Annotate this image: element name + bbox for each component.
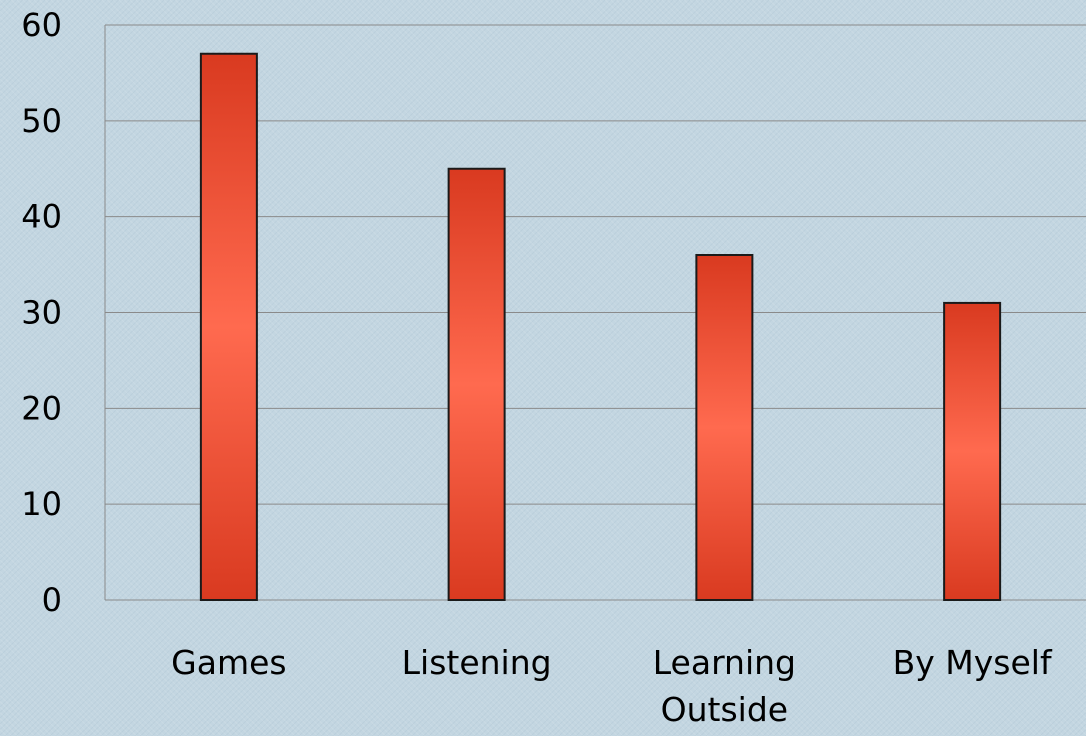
bars xyxy=(199,52,1002,601)
bar xyxy=(695,254,754,601)
y-tick-label: 20 xyxy=(21,389,62,427)
x-category-label: Outside xyxy=(661,690,788,729)
y-tick-label: 10 xyxy=(21,485,62,523)
y-axis-tick-labels: 0 10 20 30 40 50 60 xyxy=(21,6,62,619)
bar xyxy=(447,167,506,601)
x-category-label: Games xyxy=(171,643,286,682)
x-category-label: Listening xyxy=(402,643,552,682)
y-tick-label: 60 xyxy=(21,6,62,44)
bar xyxy=(943,301,1002,601)
y-tick-label: 0 xyxy=(42,581,62,619)
x-axis-category-labels: Games Listening Learning Outside By Myself xyxy=(171,643,1053,729)
y-tick-label: 40 xyxy=(21,198,62,236)
y-tick-label: 50 xyxy=(21,102,62,140)
y-tick-label: 30 xyxy=(21,294,62,332)
x-category-label: Learning xyxy=(653,643,796,682)
bar xyxy=(199,52,258,601)
x-category-label: By Myself xyxy=(893,643,1053,682)
gridlines xyxy=(104,24,1086,601)
